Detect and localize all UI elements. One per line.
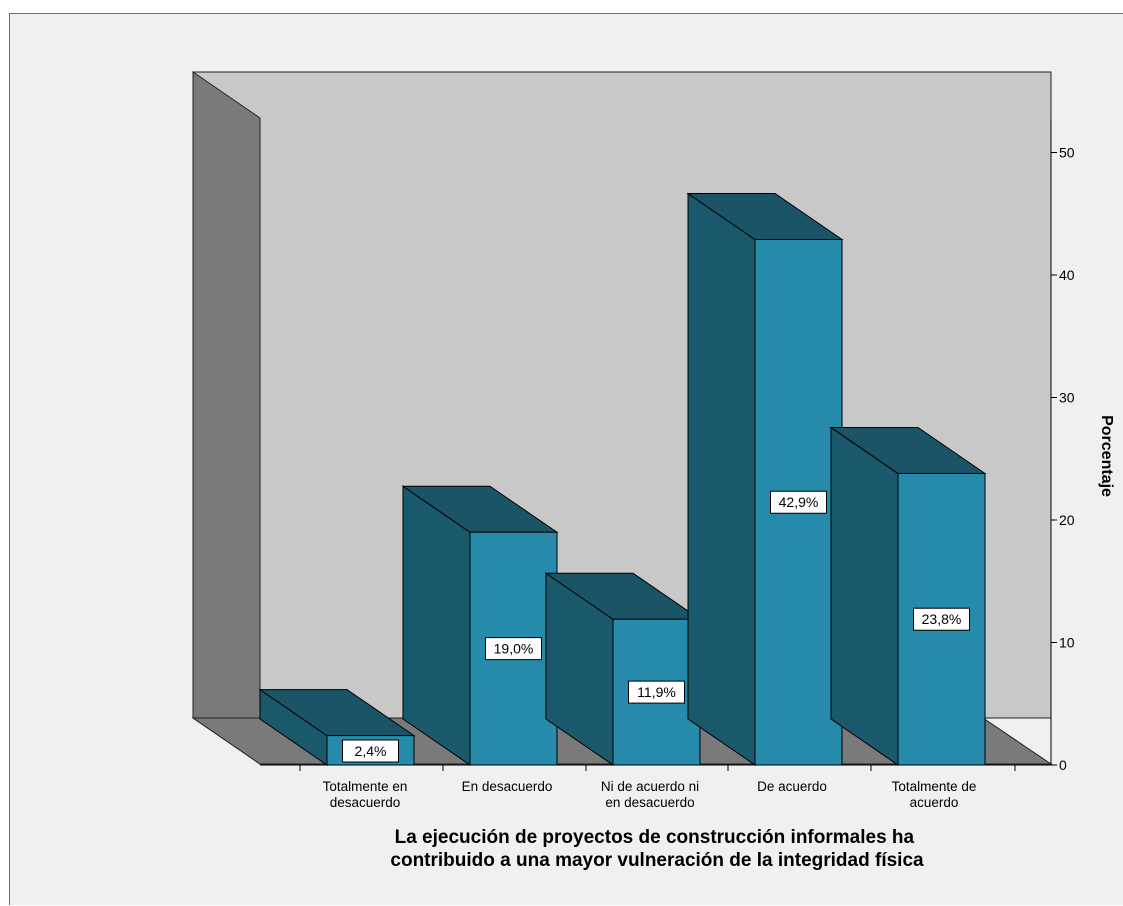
- data-label-box: [770, 490, 827, 514]
- bar-chart: 2,4% 19,0% 11,9% 42,9% 23,8% 0 10 20 30 40 50 Tot…: [191, 71, 1115, 871]
- data-label-box: [913, 607, 970, 631]
- bar-side: [830, 426, 899, 766]
- data-label: 2,4%: [355, 743, 387, 759]
- category-label-line: De acuerdo: [757, 779, 827, 794]
- data-label-box: [342, 739, 399, 763]
- y-tick-label: 20: [1059, 512, 1075, 528]
- category-label-line: Totalmente en: [323, 779, 408, 794]
- y-tick-label: 50: [1059, 145, 1075, 161]
- category-label-line: desacuerdo: [330, 795, 401, 810]
- y-tick-label: 0: [1059, 757, 1067, 773]
- category-label: En desacuerdo: [462, 779, 553, 794]
- category-label: Ni de acuerdo ni en desacuerdo: [601, 779, 699, 810]
- y-axis: 0 10 20 30 40 50: [1050, 119, 1075, 773]
- category-label-line: En desacuerdo: [462, 779, 553, 794]
- x-axis-title: La ejecución de proyectos de construcció…: [390, 827, 924, 871]
- data-label: 19,0%: [494, 641, 534, 657]
- x-axis-categories: Totalmente en desacuerdo En desacuerdo Ni d…: [260, 764, 1051, 810]
- data-label: 42,9%: [779, 494, 819, 510]
- y-tick-label: 30: [1059, 390, 1075, 406]
- bar-side: [402, 485, 471, 766]
- y-tick-label: 10: [1059, 635, 1075, 651]
- data-label: 11,9%: [637, 684, 676, 700]
- category-label: Totalmente en desacuerdo: [323, 779, 408, 810]
- x-axis-title-line-2: contribuido a una mayor vulneración de l…: [390, 850, 924, 871]
- chart-frame: 2,4% 19,0% 11,9% 42,9% 23,8% 0 10 20 30 40 50 Tot…: [9, 13, 1123, 905]
- bars-group: 2,4% 19,0% 11,9% 42,9% 23,8%: [258, 192, 987, 766]
- y-axis-title: Porcentaje: [1098, 415, 1115, 497]
- category-label: De acuerdo: [757, 779, 827, 794]
- data-label: 23,8%: [922, 611, 962, 627]
- data-label-box: [485, 637, 542, 661]
- side-wall: [192, 71, 261, 765]
- category-label-line: acuerdo: [910, 795, 959, 810]
- category-label-line: Ni de acuerdo ni: [601, 779, 699, 794]
- bar-side: [687, 192, 756, 766]
- x-axis-title-line-1: La ejecución de proyectos de construcció…: [395, 827, 915, 848]
- data-label-box: [628, 680, 685, 704]
- category-label-line: en desacuerdo: [605, 795, 694, 810]
- category-label: Totalmente de acuerdo: [892, 779, 977, 810]
- category-label-line: Totalmente de: [892, 779, 977, 794]
- y-tick-label: 40: [1059, 267, 1075, 283]
